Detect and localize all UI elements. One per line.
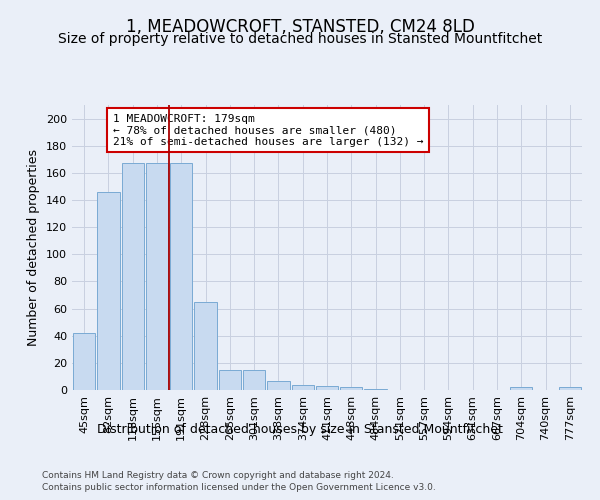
Bar: [218, 370, 241, 390]
Bar: [292, 384, 314, 390]
Bar: [364, 388, 387, 390]
Y-axis label: Number of detached properties: Number of detached properties: [28, 149, 40, 346]
Bar: [122, 164, 144, 390]
Bar: [146, 164, 168, 390]
Bar: [73, 333, 95, 390]
Text: Distribution of detached houses by size in Stansted Mountfitchet: Distribution of detached houses by size …: [97, 422, 503, 436]
Bar: [97, 192, 119, 390]
Text: 1 MEADOWCROFT: 179sqm
← 78% of detached houses are smaller (480)
21% of semi-det: 1 MEADOWCROFT: 179sqm ← 78% of detached …: [113, 114, 424, 147]
Bar: [170, 164, 193, 390]
Text: Contains HM Land Registry data © Crown copyright and database right 2024.: Contains HM Land Registry data © Crown c…: [42, 471, 394, 480]
Text: 1, MEADOWCROFT, STANSTED, CM24 8LD: 1, MEADOWCROFT, STANSTED, CM24 8LD: [125, 18, 475, 36]
Text: Contains public sector information licensed under the Open Government Licence v3: Contains public sector information licen…: [42, 484, 436, 492]
Bar: [510, 388, 532, 390]
Bar: [243, 370, 265, 390]
Text: Size of property relative to detached houses in Stansted Mountfitchet: Size of property relative to detached ho…: [58, 32, 542, 46]
Bar: [267, 380, 290, 390]
Bar: [559, 388, 581, 390]
Bar: [316, 386, 338, 390]
Bar: [194, 302, 217, 390]
Bar: [340, 388, 362, 390]
